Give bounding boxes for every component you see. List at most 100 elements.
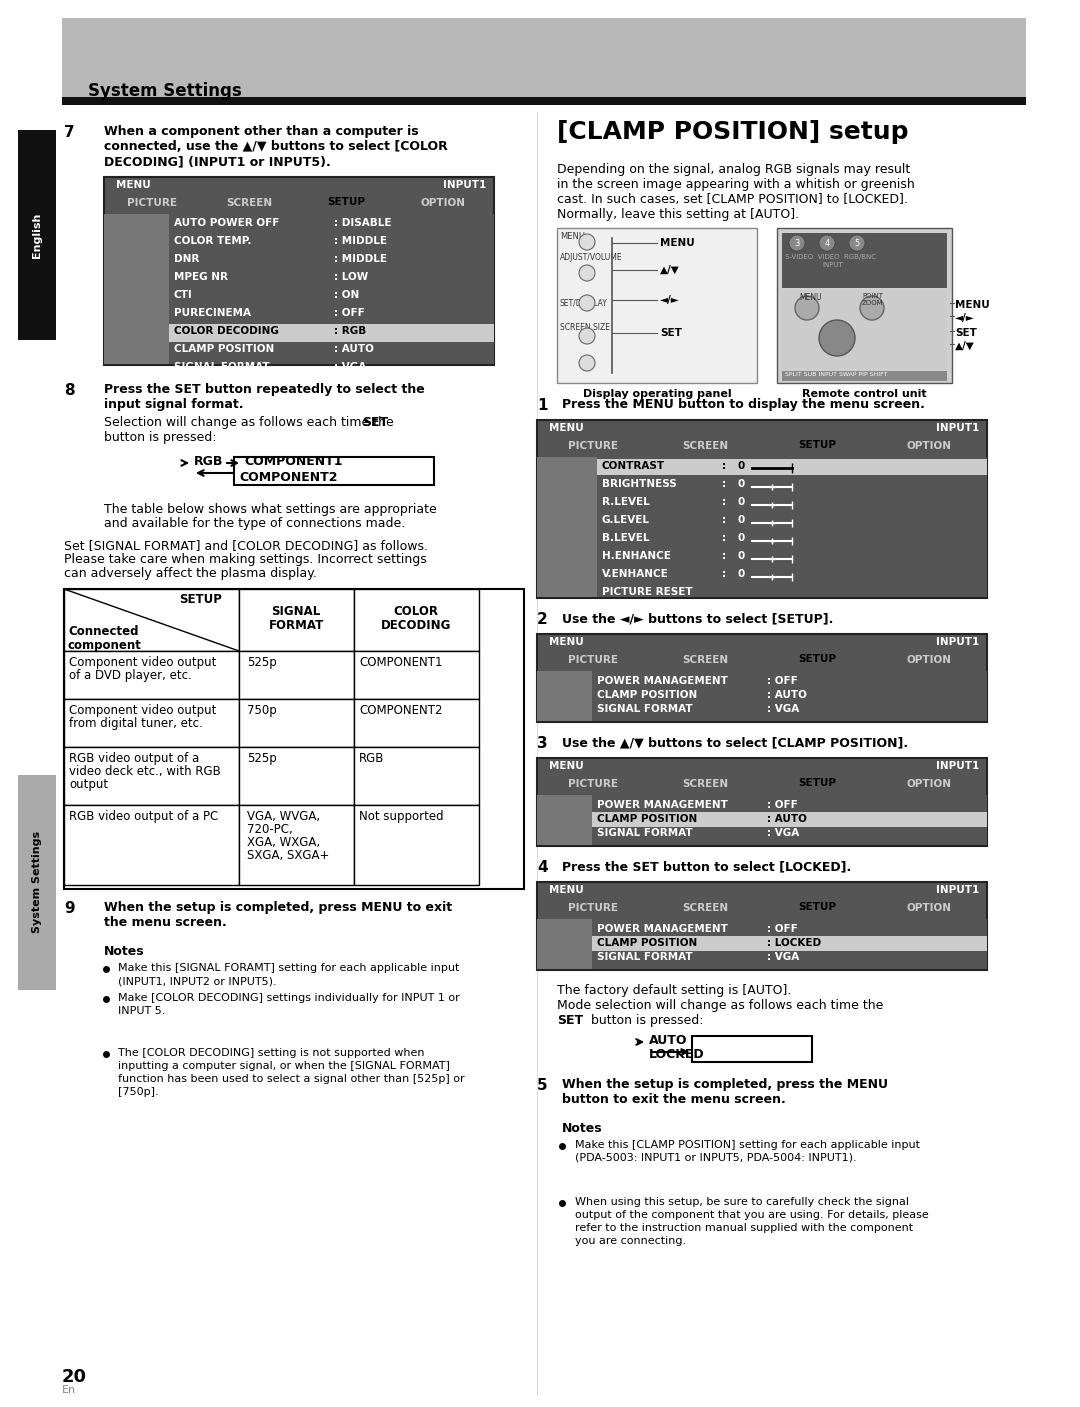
Text: OPTION: OPTION: [420, 198, 465, 208]
Text: PICTURE: PICTURE: [127, 198, 177, 208]
Text: ▲/▼: ▲/▼: [660, 265, 679, 274]
Bar: [649, 900, 761, 919]
Bar: [297, 194, 396, 214]
Text: When the setup is completed, press the MENU: When the setup is completed, press the M…: [562, 1078, 888, 1090]
Text: BRIGHTNESS: BRIGHTNESS: [602, 478, 677, 490]
Text: : VGA: : VGA: [767, 953, 799, 962]
Text: SXGA, SXGA+: SXGA, SXGA+: [247, 848, 329, 862]
Text: CLAMP POSITION: CLAMP POSITION: [597, 689, 698, 701]
Text: XGA, WXGA,: XGA, WXGA,: [247, 836, 320, 848]
Text: Component video output: Component video output: [69, 704, 216, 718]
Text: : DISABLE: : DISABLE: [334, 218, 391, 228]
Text: : ON: : ON: [334, 290, 360, 300]
Text: :: :: [723, 515, 726, 525]
Text: POINT
ZOOM: POINT ZOOM: [862, 293, 883, 305]
Text: you are connecting.: you are connecting.: [575, 1235, 686, 1247]
Bar: [239, 651, 354, 699]
Text: inputting a computer signal, or when the [SIGNAL FORMAT]: inputting a computer signal, or when the…: [118, 1061, 450, 1071]
Text: from digital tuner, etc.: from digital tuner, etc.: [69, 718, 203, 730]
Bar: [592, 812, 987, 827]
Bar: [873, 900, 985, 919]
Text: COLOR: COLOR: [393, 605, 438, 618]
Text: 20: 20: [62, 1368, 87, 1386]
Bar: [782, 371, 947, 381]
Text: OPTION: OPTION: [906, 779, 951, 789]
Text: VGA, WVGA,: VGA, WVGA,: [247, 810, 320, 823]
Bar: [537, 900, 987, 919]
Text: SCREEN: SCREEN: [681, 903, 728, 913]
Text: SIGNAL FORMAT: SIGNAL FORMAT: [174, 362, 270, 371]
Text: Make this [CLAMP POSITION] setting for each applicable input: Make this [CLAMP POSITION] setting for e…: [575, 1140, 920, 1150]
Bar: [597, 459, 987, 476]
Text: 0: 0: [737, 497, 744, 507]
Text: AUTO POWER OFF: AUTO POWER OFF: [174, 218, 280, 228]
Bar: [777, 228, 951, 383]
Text: : OFF: : OFF: [767, 924, 798, 934]
Text: Use the ◄/► buttons to select [SETUP].: Use the ◄/► buttons to select [SETUP].: [562, 612, 834, 625]
Text: 8: 8: [64, 383, 75, 398]
Text: MENU: MENU: [116, 180, 151, 190]
Circle shape: [849, 235, 865, 250]
Bar: [104, 214, 494, 364]
Text: : MIDDLE: : MIDDLE: [334, 255, 387, 265]
Bar: [64, 747, 239, 805]
Bar: [592, 936, 987, 951]
Text: SCREEN: SCREEN: [681, 440, 728, 452]
Text: SETUP: SETUP: [327, 197, 365, 207]
Bar: [537, 882, 987, 969]
Bar: [537, 777, 649, 795]
Text: :: :: [723, 568, 726, 580]
Text: :: :: [723, 478, 726, 490]
Text: INPUT1: INPUT1: [935, 424, 978, 433]
Bar: [64, 651, 239, 699]
Bar: [537, 919, 592, 969]
Text: SET/DISPLAY: SET/DISPLAY: [561, 298, 608, 307]
Text: MPEG NR: MPEG NR: [174, 272, 228, 281]
Text: SETUP: SETUP: [798, 902, 836, 912]
Text: SETUP: SETUP: [798, 778, 836, 788]
Text: RGB video output of a: RGB video output of a: [69, 751, 199, 765]
Text: in the screen image appearing with a whitish or greenish: in the screen image appearing with a whi…: [557, 179, 915, 191]
Bar: [537, 421, 987, 439]
Text: 525p: 525p: [247, 751, 276, 765]
Text: CONTRAST: CONTRAST: [602, 461, 665, 471]
Text: Notes: Notes: [104, 946, 145, 958]
Text: : LOW: : LOW: [334, 272, 368, 281]
Text: English: English: [32, 212, 42, 257]
Bar: [239, 747, 354, 805]
Text: POWER MANAGEMENT: POWER MANAGEMENT: [597, 801, 728, 810]
Text: Normally, leave this setting at [AUTO].: Normally, leave this setting at [AUTO].: [557, 208, 799, 221]
Bar: [537, 457, 987, 597]
Text: can adversely affect the plasma display.: can adversely affect the plasma display.: [64, 567, 316, 580]
Text: SIGNAL FORMAT: SIGNAL FORMAT: [597, 953, 692, 962]
Bar: [537, 439, 649, 457]
Text: INPUT 5.: INPUT 5.: [118, 1006, 165, 1016]
Text: DECODING: DECODING: [381, 619, 451, 632]
Text: PICTURE RESET: PICTURE RESET: [602, 587, 692, 597]
Text: [750p].: [750p].: [118, 1088, 159, 1097]
Text: : OFF: : OFF: [767, 801, 798, 810]
Text: :: :: [723, 461, 726, 471]
Bar: [354, 805, 480, 885]
Text: :: :: [723, 552, 726, 561]
Text: : AUTO: : AUTO: [767, 815, 807, 825]
Text: : LOCKED: : LOCKED: [767, 938, 821, 948]
Circle shape: [579, 265, 595, 281]
Text: System Settings: System Settings: [87, 82, 242, 100]
Bar: [760, 438, 874, 457]
Text: The [COLOR DECODING] setting is not supported when: The [COLOR DECODING] setting is not supp…: [118, 1048, 424, 1058]
Bar: [239, 699, 354, 747]
Text: COMPONENT1: COMPONENT1: [244, 454, 342, 469]
Text: : AUTO: : AUTO: [767, 689, 807, 701]
Bar: [104, 196, 201, 214]
Text: SIGNAL FORMAT: SIGNAL FORMAT: [597, 827, 692, 839]
Text: ◄/►: ◄/►: [955, 312, 975, 324]
Text: Display operating panel: Display operating panel: [583, 388, 731, 400]
Text: AUTO: AUTO: [649, 1034, 688, 1047]
Bar: [537, 653, 649, 671]
Text: COMPONENT2: COMPONENT2: [359, 704, 443, 718]
Bar: [782, 234, 947, 288]
Text: Notes: Notes: [562, 1121, 603, 1135]
Text: OPTION: OPTION: [906, 656, 951, 666]
Text: SET: SET: [362, 416, 388, 429]
